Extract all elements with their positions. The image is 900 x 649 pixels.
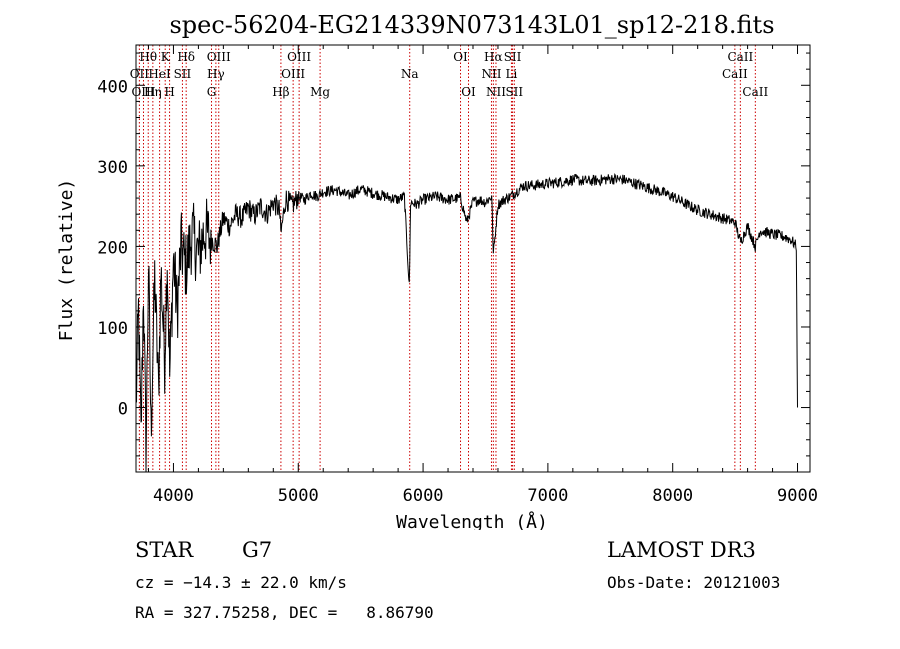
plot-frame (135, 44, 811, 473)
spectrum-series-line (135, 172, 798, 473)
spectrum-chart: spec-56204-EG214339N073143L01_sp12-218.f… (56, 11, 818, 530)
y-tick-label: 0 (118, 400, 128, 420)
coordinates: RA = 327.75258, DEC = 8.86790 (135, 603, 434, 622)
x-tick-label: 9000 (777, 486, 818, 506)
object-class: STAR (135, 538, 194, 562)
line-label: HeI (148, 67, 171, 81)
line-label: Hγ (207, 67, 225, 81)
line-label: OIII (131, 85, 155, 99)
y-tick-label: 200 (97, 238, 128, 258)
line-label: NII (486, 85, 506, 99)
object-subclass: G7 (242, 538, 273, 562)
x-tick-label: 8000 (652, 486, 693, 506)
survey-name: LAMOST DR3 (607, 538, 756, 562)
line-label: Hη (144, 85, 162, 99)
x-tick-label: 5000 (278, 486, 319, 506)
line-label: H (164, 85, 174, 99)
x-tick-label: 6000 (403, 486, 444, 506)
x-tick-label: 4000 (153, 486, 194, 506)
observation-date: Obs-Date: 20121003 (607, 573, 781, 592)
chart-title: spec-56204-EG214339N073143L01_sp12-218.f… (169, 11, 774, 39)
line-label: Hα (484, 50, 503, 64)
line-label: SII (504, 50, 522, 64)
x-axis-label: Wavelength (Å) (396, 511, 548, 530)
line-label: NII (481, 67, 501, 81)
y-axis-label: Flux (relative) (56, 179, 77, 342)
axis-tick-labels: 4000 5000 6000 7000 8000 9000 0 100 200 300 400 (97, 77, 818, 506)
line-label: Hβ (272, 85, 289, 99)
line-label: CaII (742, 85, 768, 99)
line-label: Na (401, 67, 419, 81)
line-label: CaII (722, 67, 748, 81)
redshift-velocity: cz = −14.3 ± 22.0 km/s (135, 573, 347, 592)
line-label: Hθ (139, 50, 157, 64)
line-label: Hδ (177, 50, 195, 64)
line-label: CaII (727, 50, 753, 64)
line-label: OI (453, 50, 468, 64)
line-label: OI (461, 85, 476, 99)
line-label: OIII (207, 50, 231, 64)
line-label: Li (506, 67, 518, 81)
line-label: SII (505, 85, 523, 99)
axis-ticks (136, 45, 810, 472)
line-label: OIII (281, 67, 305, 81)
line-label: SII (174, 67, 192, 81)
y-tick-label: 400 (97, 77, 128, 97)
line-label: K (161, 50, 171, 64)
line-label: Mg (310, 85, 330, 99)
line-label: OIII (287, 50, 311, 64)
y-tick-label: 300 (97, 158, 128, 178)
line-label: OII (130, 67, 150, 81)
y-tick-label: 100 (97, 319, 128, 339)
line-label: G (207, 85, 217, 99)
emission-line-markers (138, 45, 756, 472)
x-tick-label: 7000 (527, 486, 568, 506)
